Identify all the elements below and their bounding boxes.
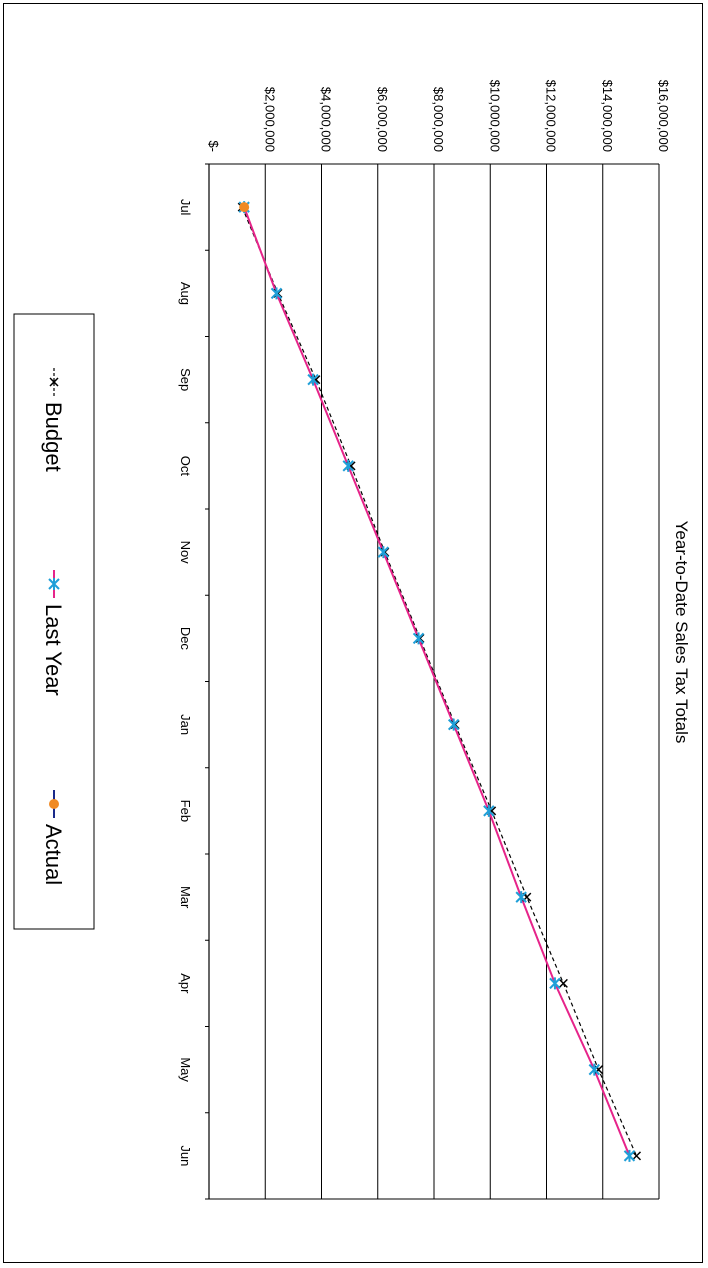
marker-stroke [631, 1151, 642, 1161]
category-tick-label: Dec [178, 627, 193, 651]
value-tick-label: $4,000,000 [319, 87, 334, 152]
value-tick-label: $6,000,000 [375, 87, 390, 152]
legend-swatch-marker [49, 377, 59, 387]
legend-swatch-marker [48, 578, 60, 590]
value-tick-label: $12,000,000 [544, 80, 559, 152]
category-tick-label: Jan [178, 714, 193, 735]
category-tick-label: Mar [178, 886, 193, 909]
category-tick-label: Oct [178, 456, 193, 477]
chart-title: Year-to-Date Sales Tax Totals [672, 521, 691, 744]
category-axis-ticks: Jul Aug Sep Oct Nov Dec Jan Feb Mar Apr May Jun [178, 163, 209, 1200]
chart-svg: $- $2,000,000 $4,000,000 $6,000,000 $8,000,0… [13, 80, 691, 1200]
legend-label: Last Year [41, 604, 66, 696]
budget-line [241, 206, 638, 1157]
legend-item-last-year: Last Year [41, 570, 66, 696]
budget-point [558, 978, 568, 988]
legend-swatch-marker [49, 799, 59, 809]
category-tick-label: Sep [178, 368, 193, 391]
legend-label: Budget [41, 402, 66, 472]
category-tick-label: Nov [178, 541, 193, 565]
category-tick-label: Apr [178, 973, 193, 994]
value-tick-label: $16,000,000 [656, 80, 671, 152]
marker-stroke [49, 377, 59, 387]
category-tick-label: Jul [178, 199, 193, 216]
last-year-line [243, 206, 631, 1157]
value-tick-label: $- [206, 140, 221, 152]
legend-label: Actual [41, 824, 66, 885]
category-tick-label: Feb [178, 800, 193, 822]
category-tick-label: May [178, 1057, 193, 1082]
budget-point [631, 1151, 642, 1161]
legend-box [13, 313, 95, 930]
last-year-point [623, 1149, 636, 1162]
legend: Budget Last Year Actual [13, 313, 95, 930]
last-year-point [412, 632, 425, 645]
last-year-point [549, 977, 561, 990]
last-year-point [483, 804, 495, 817]
last-year-point [307, 373, 319, 386]
actual-point [239, 202, 250, 213]
category-tick-label: Jun [178, 1145, 193, 1166]
last-year-point [447, 718, 460, 731]
value-tick-label: $8,000,000 [431, 87, 446, 152]
last-year-point [270, 287, 283, 300]
value-axis-ticks: $- $2,000,000 $4,000,000 $6,000,000 $8,000,0… [206, 80, 671, 152]
category-tick-label: Aug [178, 282, 193, 305]
marker-stroke [558, 978, 568, 988]
last-year-point [377, 546, 390, 559]
legend-item-actual: Actual [41, 790, 66, 885]
legend-item-budget: Budget [41, 368, 66, 472]
value-tick-label: $2,000,000 [262, 87, 277, 152]
series-group [237, 201, 642, 1162]
last-year-point [588, 1063, 601, 1076]
value-tick-label: $10,000,000 [487, 80, 502, 152]
gridlines [264, 164, 660, 1199]
value-tick-label: $14,000,000 [600, 80, 615, 152]
last-year-point [342, 459, 354, 472]
last-year-point [515, 891, 527, 904]
chart-frame: $- $2,000,000 $4,000,000 $6,000,000 $8,000,0… [3, 3, 703, 1263]
